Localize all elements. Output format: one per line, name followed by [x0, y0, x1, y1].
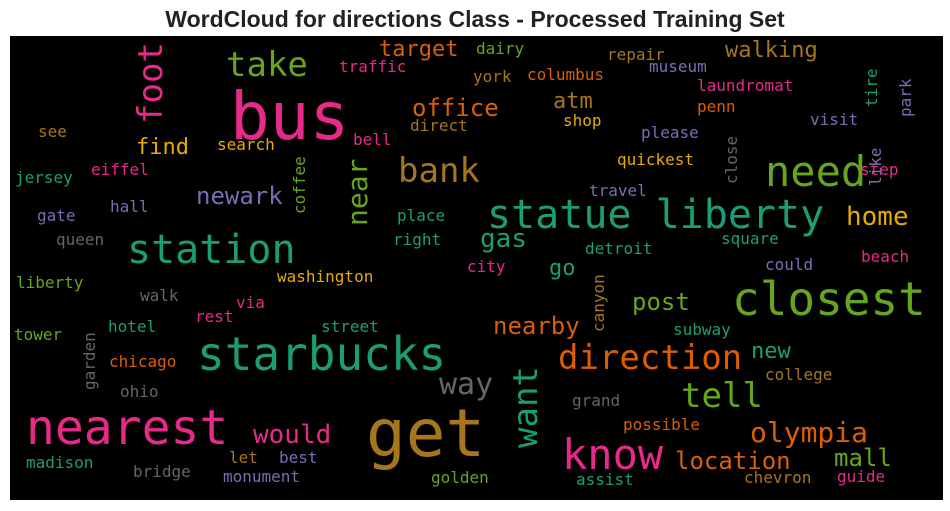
word-bus: bus: [230, 78, 350, 155]
word-target: target: [379, 37, 459, 62]
word-closest: closest: [732, 272, 926, 326]
word-know: know: [562, 430, 664, 479]
word-dairy: dairy: [476, 39, 525, 58]
word-cloud-canvas: bus get statue liberty closest starbucks near…: [10, 36, 943, 500]
word-foot: foot: [131, 42, 171, 124]
word-search: search: [217, 135, 275, 154]
word-see: see: [38, 122, 67, 141]
word-step: step: [860, 160, 899, 179]
word-find: find: [136, 135, 189, 160]
word-take: take: [226, 45, 308, 85]
word-jersey: jersey: [15, 168, 73, 187]
word-bank: bank: [398, 151, 480, 191]
word-mall: mall: [834, 444, 892, 472]
word-assist: assist: [576, 470, 634, 489]
word-atm: atm: [553, 89, 593, 114]
word-museum: museum: [649, 57, 707, 76]
word-best: best: [279, 448, 318, 467]
word-location: location: [675, 447, 791, 475]
word-garden: garden: [80, 332, 99, 390]
word-gas: gas: [480, 224, 527, 254]
word-liberty: liberty: [16, 273, 84, 292]
word-right: right: [393, 230, 442, 249]
word-chicago: chicago: [109, 352, 177, 371]
word-direct: direct: [410, 116, 468, 135]
word-near: near: [341, 158, 374, 226]
word-washington: washington: [277, 267, 374, 286]
word-columbus: columbus: [527, 65, 605, 84]
word-visit: visit: [810, 110, 859, 129]
word-bridge: bridge: [133, 462, 191, 481]
word-city: city: [467, 257, 506, 276]
word-starbucks: starbucks: [197, 327, 447, 381]
word-nearby: nearby: [493, 312, 580, 340]
word-grand: grand: [572, 391, 621, 410]
word-could: could: [765, 255, 814, 274]
chart-title: WordCloud for directions Class - Process…: [165, 6, 785, 32]
word-eiffel: eiffel: [91, 160, 149, 179]
word-queen: queen: [56, 230, 105, 249]
word-quickest: quickest: [617, 150, 695, 169]
word-york: york: [473, 67, 512, 86]
word-college: college: [765, 365, 833, 384]
word-square: square: [721, 229, 779, 248]
word-madison: madison: [26, 453, 94, 472]
word-bell: bell: [353, 130, 392, 149]
word-beach: beach: [861, 247, 910, 266]
word-please: please: [641, 123, 699, 142]
word-go: go: [549, 256, 576, 281]
word-olympia: olympia: [750, 416, 869, 449]
word-tire: tire: [862, 68, 881, 107]
word-walking: walking: [725, 38, 818, 63]
word-via: via: [236, 293, 265, 312]
word-canyon: canyon: [589, 274, 608, 332]
word-home: home: [846, 202, 909, 232]
word-chevron: chevron: [744, 468, 812, 487]
word-direction: direction: [558, 338, 743, 378]
word-guide: guide: [837, 467, 886, 486]
word-place: place: [397, 206, 446, 225]
word-possible: possible: [623, 415, 701, 434]
word-walk: walk: [140, 286, 179, 305]
word-new: new: [751, 339, 791, 364]
word-coffee: coffee: [290, 156, 309, 214]
word-street: street: [321, 317, 379, 336]
word-rest: rest: [195, 307, 234, 326]
word-detroit: detroit: [585, 239, 653, 258]
word-statue-liberty: statue liberty: [487, 192, 825, 238]
word-want: want: [506, 366, 546, 448]
word-let: let: [229, 448, 258, 467]
word-travel: travel: [589, 181, 647, 200]
word-ohio: ohio: [120, 382, 159, 401]
word-repair: repair: [607, 45, 665, 64]
word-way: way: [439, 367, 494, 402]
word-need: need: [765, 147, 867, 196]
word-office: office: [412, 94, 499, 122]
word-gate: gate: [37, 206, 76, 225]
word-golden: golden: [431, 468, 489, 487]
word-post: post: [632, 288, 690, 316]
word-subway: subway: [673, 320, 731, 339]
word-tell: tell: [681, 376, 763, 416]
word-penn: penn: [697, 97, 736, 116]
word-would: would: [253, 420, 332, 450]
word-newark: newark: [196, 182, 283, 210]
word-nearest: nearest: [26, 400, 229, 456]
word-monument: monument: [223, 467, 301, 486]
word-laundromat: laundromat: [697, 76, 794, 95]
word-hall: hall: [110, 197, 149, 216]
word-shop: shop: [563, 111, 602, 130]
word-park: park: [896, 78, 915, 117]
word-close: close: [722, 135, 741, 184]
word-tower: tower: [14, 325, 63, 344]
word-get: get: [366, 395, 486, 472]
word-hotel: hotel: [108, 317, 157, 336]
word-station: station: [127, 227, 296, 273]
word-traffic: traffic: [339, 57, 407, 76]
